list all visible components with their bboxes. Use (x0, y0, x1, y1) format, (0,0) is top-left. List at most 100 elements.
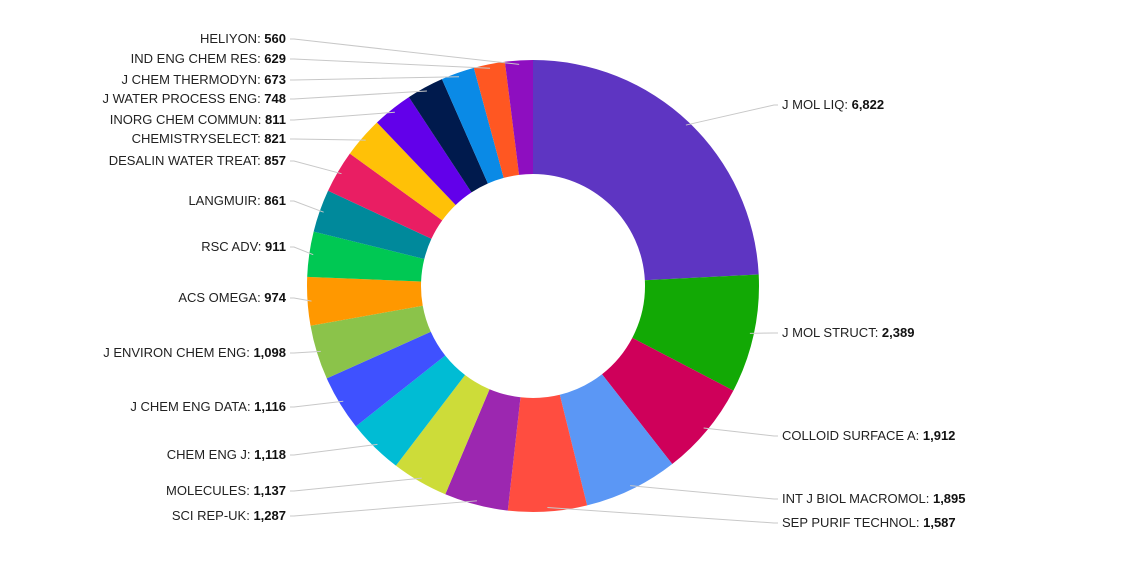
slice-label-rsc-adv: RSC ADV: 911 (201, 239, 286, 254)
slice-desalin-water-treat (328, 153, 443, 239)
slice-j-chem-eng-data (326, 331, 446, 427)
slice-label-value: 6,822 (852, 97, 885, 112)
leader-line-j-water-process-eng (290, 90, 427, 100)
slice-sci-rep-uk (445, 389, 521, 511)
slice-label-value: 857 (264, 153, 286, 168)
slice-heliyon (504, 60, 533, 175)
slice-label-name: INORG CHEM COMMUN: (110, 112, 265, 127)
slice-label-j-chem-eng-data: J CHEM ENG DATA: 1,116 (130, 399, 286, 414)
slice-label-chem-eng-j: CHEM ENG J: 1,118 (167, 447, 286, 462)
slice-label-chemistryselect: CHEMISTRYSELECT: 821 (132, 131, 286, 146)
leader-line-inorg-chem-commun (290, 111, 395, 121)
slice-label-value: 1,118 (254, 447, 286, 462)
slice-label-value: 1,912 (923, 428, 956, 443)
slice-label-name: COLLOID SURFACE A: (782, 428, 923, 443)
slice-label-int-j-biol-macromol: INT J BIOL MACROMOL: 1,895 (782, 491, 966, 506)
slice-j-water-process-eng (408, 79, 488, 193)
leader-line-rsc-adv (290, 246, 314, 256)
leader-line-chem-eng-j (290, 443, 378, 456)
slice-label-name: J CHEM THERMODYN: (122, 72, 265, 87)
slice-label-name: CHEM ENG J: (167, 447, 254, 462)
slice-acs-omega (307, 276, 423, 326)
leader-line-langmuir (290, 200, 324, 213)
slice-label-name: SEP PURIF TECHNOL: (782, 515, 923, 530)
slice-label-name: RSC ADV: (201, 239, 265, 254)
slice-label-desalin-water-treat: DESALIN WATER TREAT: 857 (109, 153, 286, 168)
slice-sep-purif-technol (507, 394, 588, 512)
slice-label-name: J CHEM ENG DATA: (130, 399, 254, 414)
leader-line-j-chem-eng-data (290, 400, 344, 408)
slice-label-name: J ENVIRON CHEM ENG: (103, 345, 253, 360)
slice-int-j-biol-macromol (559, 374, 673, 506)
slice-chem-eng-j (355, 355, 466, 466)
leader-line-desalin-water-treat (290, 160, 342, 175)
leader-line-sep-purif-technol (547, 507, 778, 524)
leader-line-sci-rep-uk (290, 500, 478, 517)
leader-line-acs-omega (290, 297, 312, 302)
slice-label-value: 1,137 (253, 483, 286, 498)
leader-line-j-chem-thermodyn (290, 76, 460, 81)
slice-label-name: J WATER PROCESS ENG: (103, 91, 265, 106)
slice-label-j-chem-thermodyn: J CHEM THERMODYN: 673 (122, 72, 286, 87)
slice-molecules (395, 375, 490, 495)
slice-label-sci-rep-uk: SCI REP-UK: 1,287 (172, 508, 286, 523)
slice-label-value: 1,287 (253, 508, 286, 523)
leader-line-int-j-biol-macromol (630, 485, 778, 500)
leader-line-chemistryselect (290, 138, 366, 141)
slice-label-inorg-chem-commun: INORG CHEM COMMUN: 811 (110, 112, 286, 127)
slice-label-value: 1,116 (254, 399, 286, 414)
slice-label-name: ACS OMEGA: (178, 290, 264, 305)
slice-label-name: LANGMUIR: (188, 193, 264, 208)
slice-j-mol-struct (632, 274, 759, 391)
slice-label-j-water-process-eng: J WATER PROCESS ENG: 748 (103, 91, 287, 106)
label-group: J MOL LIQ: 6,822 J MOL STRUCT: 2,389 COLLO… (103, 31, 966, 530)
slice-label-value: 1,098 (253, 345, 286, 360)
slice-label-name: SCI REP-UK: (172, 508, 254, 523)
slice-j-chem-thermodyn (441, 67, 504, 184)
slice-label-value: 560 (264, 31, 286, 46)
slice-label-value: 861 (264, 193, 286, 208)
slice-label-ind-eng-chem-res: IND ENG CHEM RES: 629 (131, 51, 286, 66)
leader-line-j-environ-chem-eng (290, 350, 321, 354)
leader-line-ind-eng-chem-res (290, 58, 491, 69)
slice-label-name: IND ENG CHEM RES: (131, 51, 265, 66)
slice-label-value: 1,895 (933, 491, 966, 506)
slice-label-name: J MOL STRUCT: (782, 325, 882, 340)
slice-label-name: HELIYON: (200, 31, 264, 46)
leader-line-molecules (290, 477, 422, 492)
slice-label-name: MOLECULES: (166, 483, 253, 498)
slice-label-name: J MOL LIQ: (782, 97, 852, 112)
slice-label-j-mol-liq: J MOL LIQ: 6,822 (782, 97, 884, 112)
slice-j-environ-chem-eng (310, 305, 431, 379)
slice-group (307, 60, 759, 512)
slice-label-value: 673 (264, 72, 286, 87)
slice-j-mol-liq (533, 60, 759, 281)
slice-ind-eng-chem-res (473, 61, 520, 178)
slice-label-langmuir: LANGMUIR: 861 (188, 193, 286, 208)
slice-label-value: 974 (264, 290, 286, 305)
slice-label-heliyon: HELIYON: 560 (200, 31, 286, 46)
slice-label-acs-omega: ACS OMEGA: 974 (178, 290, 286, 305)
leader-line-group (290, 38, 778, 524)
leader-line-heliyon (290, 38, 520, 65)
slice-label-value: 2,389 (882, 325, 915, 340)
slice-colloid-surface-a (602, 337, 734, 465)
slice-label-value: 748 (264, 91, 286, 106)
slice-label-value: 821 (264, 131, 286, 146)
slice-label-value: 811 (265, 112, 286, 127)
leader-line-colloid-surface-a (703, 427, 778, 437)
slice-label-value: 911 (265, 239, 286, 254)
slice-label-sep-purif-technol: SEP PURIF TECHNOL: 1,587 (782, 515, 956, 530)
slice-label-name: DESALIN WATER TREAT: (109, 153, 265, 168)
slice-label-molecules: MOLECULES: 1,137 (166, 483, 286, 498)
slice-inorg-chem-commun (376, 97, 472, 205)
slice-label-j-mol-struct: J MOL STRUCT: 2,389 (782, 325, 914, 340)
slice-label-colloid-surface-a: COLLOID SURFACE A: 1,912 (782, 428, 955, 443)
slice-langmuir (313, 190, 432, 260)
leader-line-j-mol-liq (685, 104, 778, 126)
slice-label-name: INT J BIOL MACROMOL: (782, 491, 933, 506)
slice-rsc-adv (307, 231, 425, 282)
slice-label-value: 629 (264, 51, 286, 66)
slice-chemistryselect (349, 122, 456, 221)
